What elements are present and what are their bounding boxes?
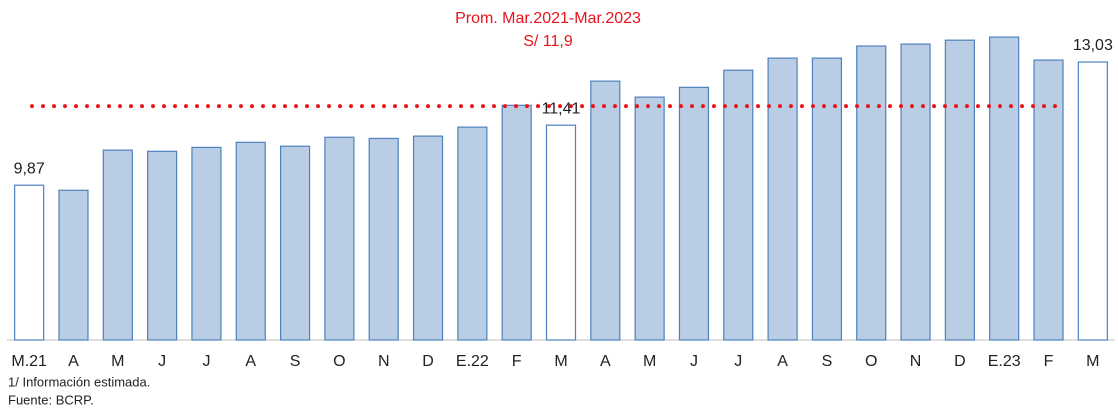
bar [723, 69, 754, 341]
x-tick-label: D [422, 353, 434, 370]
x-tick-label: J [158, 353, 166, 370]
bar [58, 189, 89, 341]
value-label: 13,03 [1073, 37, 1113, 54]
reference-label: Prom. Mar.2021-Mar.2023 [455, 10, 641, 27]
x-tick-label: J [690, 353, 698, 370]
bar [1033, 59, 1064, 341]
x-tick-label: A [600, 353, 611, 370]
note: Fuente: BCRP. [8, 392, 94, 407]
x-tick-label: F [1044, 353, 1054, 370]
x-tick-label: M.21 [11, 353, 47, 370]
bar [856, 45, 887, 341]
value-label: 11,41 [542, 100, 581, 117]
x-tick-label: J [202, 353, 210, 370]
x-tick-label: M [554, 353, 567, 370]
x-tick-label: J [734, 353, 742, 370]
value-label: 9,87 [14, 160, 45, 177]
bar [590, 80, 621, 341]
bar [279, 145, 311, 341]
bar [102, 149, 133, 341]
x-tick-label: D [954, 353, 966, 370]
x-tick-label: N [378, 353, 390, 370]
bar [147, 150, 178, 341]
x-tick-label: M [1086, 353, 1099, 370]
x-tick-label: N [910, 353, 922, 370]
bar [900, 43, 931, 341]
x-tick-label: O [333, 353, 345, 370]
bar [944, 39, 975, 341]
bar [989, 36, 1020, 341]
bar [501, 104, 532, 341]
bar [545, 124, 577, 341]
bar [191, 146, 222, 341]
bar [324, 136, 355, 341]
bar [1077, 61, 1108, 341]
bar [634, 96, 665, 341]
bar [412, 135, 444, 341]
x-tick-label: S [290, 353, 301, 370]
x-tick-label: A [68, 353, 79, 370]
note: 1/ Información estimada. [8, 374, 150, 389]
bar [767, 57, 798, 341]
x-tick-label: O [865, 353, 877, 370]
bar [14, 184, 45, 341]
x-tick-label: F [512, 353, 522, 370]
x-tick-label: A [245, 353, 256, 370]
bar [457, 126, 488, 341]
x-tick-label: E.22 [456, 353, 489, 370]
bar [235, 141, 266, 341]
bar [678, 86, 710, 341]
bar [811, 57, 843, 341]
x-tick-label: M [111, 353, 124, 370]
reference-label: S/ 11,9 [523, 33, 573, 50]
x-tick-label: E.23 [988, 353, 1021, 370]
x-tick-label: S [822, 353, 833, 370]
bar [368, 137, 399, 341]
x-tick-label: A [777, 353, 788, 370]
x-tick-label: M [643, 353, 656, 370]
